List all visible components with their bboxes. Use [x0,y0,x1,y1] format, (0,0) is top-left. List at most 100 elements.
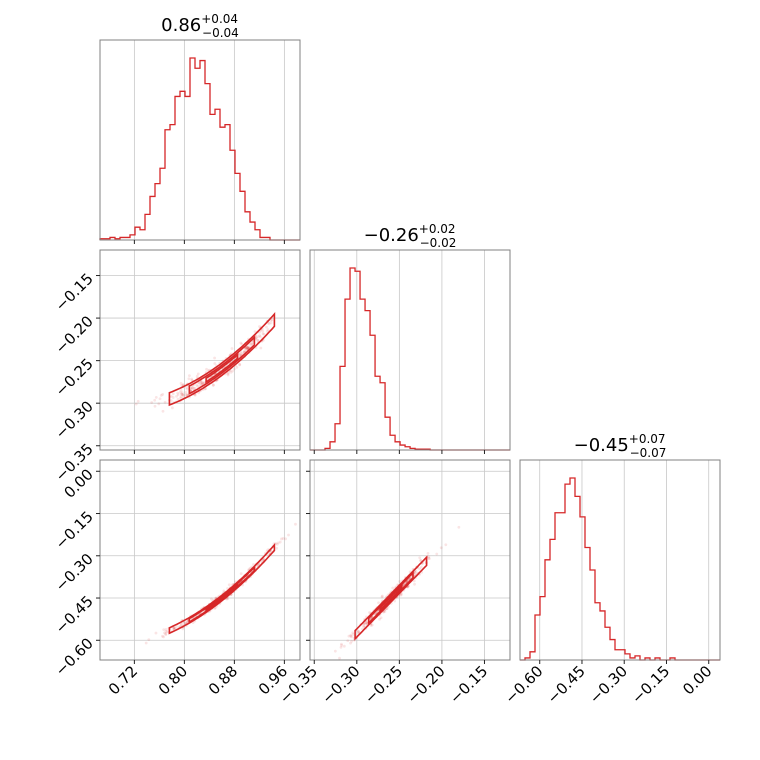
axes-frame [99,459,301,661]
title-upper-error: +0.04 [201,12,238,26]
scatter-point [179,381,183,385]
scatter-point [284,537,287,541]
scatter-point [192,387,196,390]
scatter-point [187,377,191,381]
scatter-point [195,374,199,378]
axes-frame [519,459,721,661]
scatter-point [333,649,337,653]
scatter-point [369,624,373,627]
scatter-point [172,626,176,630]
scatter-point [226,372,230,376]
y-tick-label: −0.60 [52,634,97,679]
title-lower-error: −0.02 [420,236,457,250]
scatter-point [439,546,443,550]
scatter-point [275,546,279,550]
scatter-point [365,621,369,625]
scatter-point [444,543,448,547]
tick-marks [539,660,710,664]
scatter-point [190,386,194,389]
y-tick-label: −0.15 [52,270,97,315]
contour-level-1 [354,555,428,641]
scatter-point [225,597,229,601]
contour-level-2 [367,570,414,626]
scatter-point [188,374,191,378]
scatter-point [226,373,230,377]
x-tick-label: 0.80 [155,662,191,698]
scatter-point [157,402,161,406]
scatter-point [426,551,430,555]
scatter-point [184,390,188,394]
tick-marks [133,240,285,244]
scatter-point [161,392,165,396]
scatter-point [246,346,249,350]
scatter-point [154,395,158,399]
scatter-point [147,638,151,642]
density-contours [168,312,276,407]
scatter-point [255,336,258,340]
x-tick-label: 0.72 [105,662,141,698]
scatter-point [180,392,184,396]
scatter-point [357,630,361,633]
scatter-point [252,563,255,566]
scatter-point [258,325,261,328]
scatter-point [196,385,200,388]
scatter-point [246,346,250,350]
scatter-point [175,624,179,628]
x-tick-label: −0.30 [586,662,631,707]
grid-lines [310,460,510,660]
scatter-points [134,316,274,413]
scatter-point [229,370,233,374]
scatter-point [351,631,355,635]
scatter-point [256,338,260,342]
scatter-point [294,522,297,526]
scatter-point [245,346,249,349]
tick-marks [96,275,285,454]
scatter-point [202,381,206,384]
scatter-point [269,319,273,322]
scatter-point [342,644,346,648]
scatter-point [240,342,244,346]
scatter-point [364,622,368,626]
grid-lines [539,460,710,660]
scatter-point [180,622,183,626]
panel-scatter-2-3 [306,459,511,664]
scatter-point [164,630,168,633]
scatter-point [340,642,343,646]
axes-frame [99,249,301,451]
scatter-point [393,599,397,603]
scatter-point [231,369,234,373]
grid-lines [100,250,300,450]
scatter-point [349,633,353,637]
scatter-point [195,383,199,387]
scatter-point [253,330,257,333]
scatter-point [370,623,374,627]
scatter-point [352,633,355,636]
scatter-point [200,382,204,386]
scatter-point [159,394,163,397]
scatter-point [179,395,183,399]
x-tick-label: −0.20 [404,662,449,707]
density-contours [168,542,276,635]
scatter-point [181,393,185,397]
scatter-point [349,641,352,645]
tick-marks [96,470,285,664]
scatter-point [227,583,231,587]
scatter-point [222,589,226,593]
scatter-point [418,567,422,571]
scatter-point [210,597,213,601]
scatter-point [270,318,274,322]
scatter-point [245,347,248,351]
title-param-3: −0.45+0.07 −0.07 [574,432,667,460]
scatter-point [164,633,168,637]
scatter-point [136,399,140,403]
title-median: 0.86 [161,15,201,36]
scatter-point [196,372,200,376]
scatter-point [350,635,353,639]
scatter-point [191,386,194,390]
scatter-point [246,346,250,350]
scatter-point [162,635,165,639]
x-tick-label: −0.60 [501,662,546,707]
scatter-point [246,345,250,349]
title-param-1: 0.86+0.04 −0.04 [161,12,239,40]
scatter-point [350,639,354,643]
